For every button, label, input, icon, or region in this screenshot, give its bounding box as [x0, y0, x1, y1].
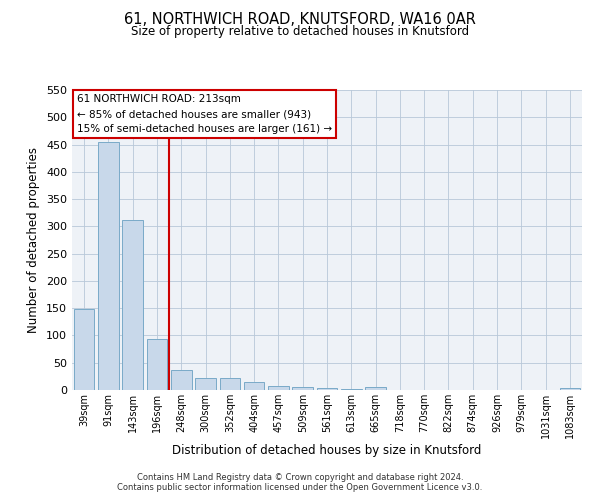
Y-axis label: Number of detached properties: Number of detached properties — [28, 147, 40, 333]
Bar — [171, 370, 191, 390]
Bar — [220, 378, 240, 390]
Text: 61 NORTHWICH ROAD: 213sqm
← 85% of detached houses are smaller (943)
15% of semi: 61 NORTHWICH ROAD: 213sqm ← 85% of detac… — [77, 94, 332, 134]
Bar — [292, 388, 313, 390]
Bar — [365, 388, 386, 390]
Bar — [122, 220, 143, 390]
Bar — [560, 388, 580, 390]
Bar — [74, 310, 94, 390]
Bar — [195, 378, 216, 390]
Bar — [268, 386, 289, 390]
Bar — [98, 142, 119, 390]
Bar — [244, 382, 265, 390]
Text: Size of property relative to detached houses in Knutsford: Size of property relative to detached ho… — [131, 25, 469, 38]
Text: Contains HM Land Registry data © Crown copyright and database right 2024.
Contai: Contains HM Land Registry data © Crown c… — [118, 473, 482, 492]
Bar — [146, 340, 167, 390]
Text: 61, NORTHWICH ROAD, KNUTSFORD, WA16 0AR: 61, NORTHWICH ROAD, KNUTSFORD, WA16 0AR — [124, 12, 476, 28]
Bar — [341, 389, 362, 390]
X-axis label: Distribution of detached houses by size in Knutsford: Distribution of detached houses by size … — [172, 444, 482, 456]
Bar — [317, 388, 337, 390]
